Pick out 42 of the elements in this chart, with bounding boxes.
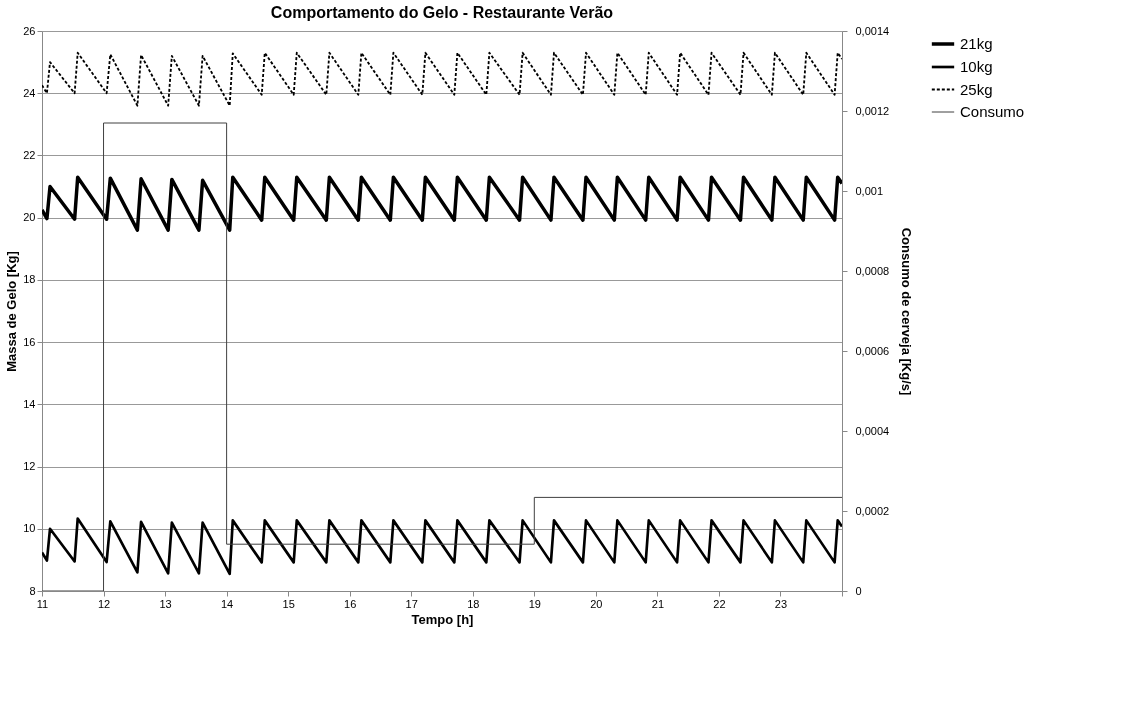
y2-tick-label: 0,0006 (855, 344, 890, 357)
y2-tick-label: 0 (855, 584, 862, 597)
x-tick-label: 22 (713, 597, 726, 610)
y-tick-label: 10 (23, 522, 36, 535)
y-tick-label: 18 (23, 273, 36, 286)
x-tick-label: 19 (528, 597, 541, 610)
y2-tick-label: 0,001 (855, 184, 884, 197)
y-tick-label: 8 (29, 584, 36, 597)
legend-label: 10kg (960, 58, 993, 75)
line-series (42, 517, 842, 576)
y-tick-label: 14 (23, 397, 36, 410)
y2-axis-title: Consumo de cerveja [Kg/s] (899, 227, 915, 396)
y-tick-label: 16 (23, 335, 36, 348)
x-tick-label: 18 (467, 597, 480, 610)
y2-tick-label: 0,0008 (855, 264, 890, 277)
y2-tick-label: 0,0004 (855, 424, 890, 437)
x-tick-label: 12 (97, 597, 111, 610)
x-tick-label: 13 (159, 597, 172, 610)
x-tick-label: 23 (774, 597, 788, 610)
x-tick-label: 17 (405, 597, 418, 610)
chart-title: Comportamento do Gelo - Restaurante Verão (270, 4, 614, 21)
y-tick-label: 26 (23, 24, 36, 37)
line-series (42, 51, 842, 107)
x-tick-label: 14 (220, 597, 234, 610)
legend-label: 21kg (960, 35, 993, 52)
y-tick-label: 12 (23, 460, 36, 473)
x-tick-label: 21 (651, 597, 665, 610)
y2-tick-label: 0,0012 (855, 104, 890, 117)
x-tick-label: 15 (282, 597, 295, 610)
line-series (42, 175, 842, 232)
y-tick-label: 24 (23, 86, 36, 99)
x-axis-title: Tempo [h] (411, 611, 474, 627)
y-tick-label: 20 (23, 211, 36, 224)
x-tick-label: 11 (36, 597, 49, 610)
y2-tick-label: 0,0002 (855, 504, 890, 517)
x-tick-label: 16 (344, 597, 357, 610)
legend-label: Consumo (960, 103, 1025, 120)
y-tick-label: 22 (23, 148, 36, 161)
x-tick-label: 20 (590, 597, 603, 610)
y2-tick-label: 0,0014 (855, 24, 890, 37)
y-axis-title: Massa de Gelo [Kg] (4, 251, 20, 372)
legend-label: 25kg (960, 80, 993, 98)
